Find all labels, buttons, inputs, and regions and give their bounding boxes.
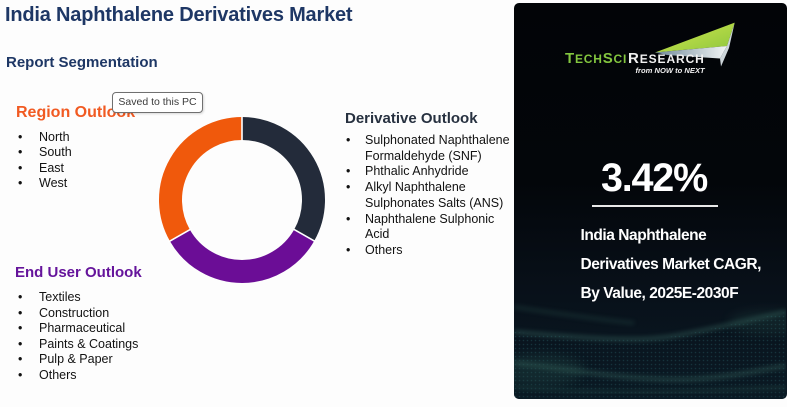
svg-text:RESEARCH: RESEARCH [628,50,705,67]
svg-text:TECHSCI: TECHSCI [565,50,627,67]
svg-text:from NOW to NEXT: from NOW to NEXT [636,66,707,75]
